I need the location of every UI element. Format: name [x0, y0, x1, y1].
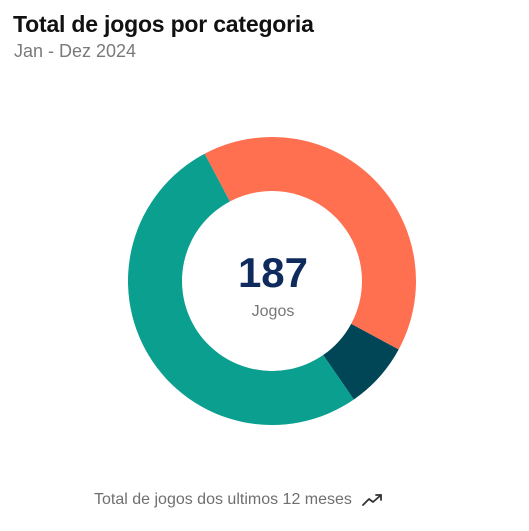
- trending-up-icon: [362, 493, 384, 507]
- chart-subtitle: Jan - Dez 2024: [14, 41, 137, 61]
- donut-slice-1: [323, 323, 399, 400]
- donut-slice-0: [204, 137, 417, 350]
- donut-slice-2: [128, 153, 354, 426]
- total-label: Jogos: [251, 303, 295, 320]
- footer-text: Total de jogos dos ultimos 12 meses: [94, 491, 352, 508]
- chart-title: Total de jogos por categoria: [13, 11, 314, 37]
- total-value: 187: [237, 249, 309, 296]
- footer-caption: Total de jogos dos ultimos 12 meses: [94, 491, 384, 509]
